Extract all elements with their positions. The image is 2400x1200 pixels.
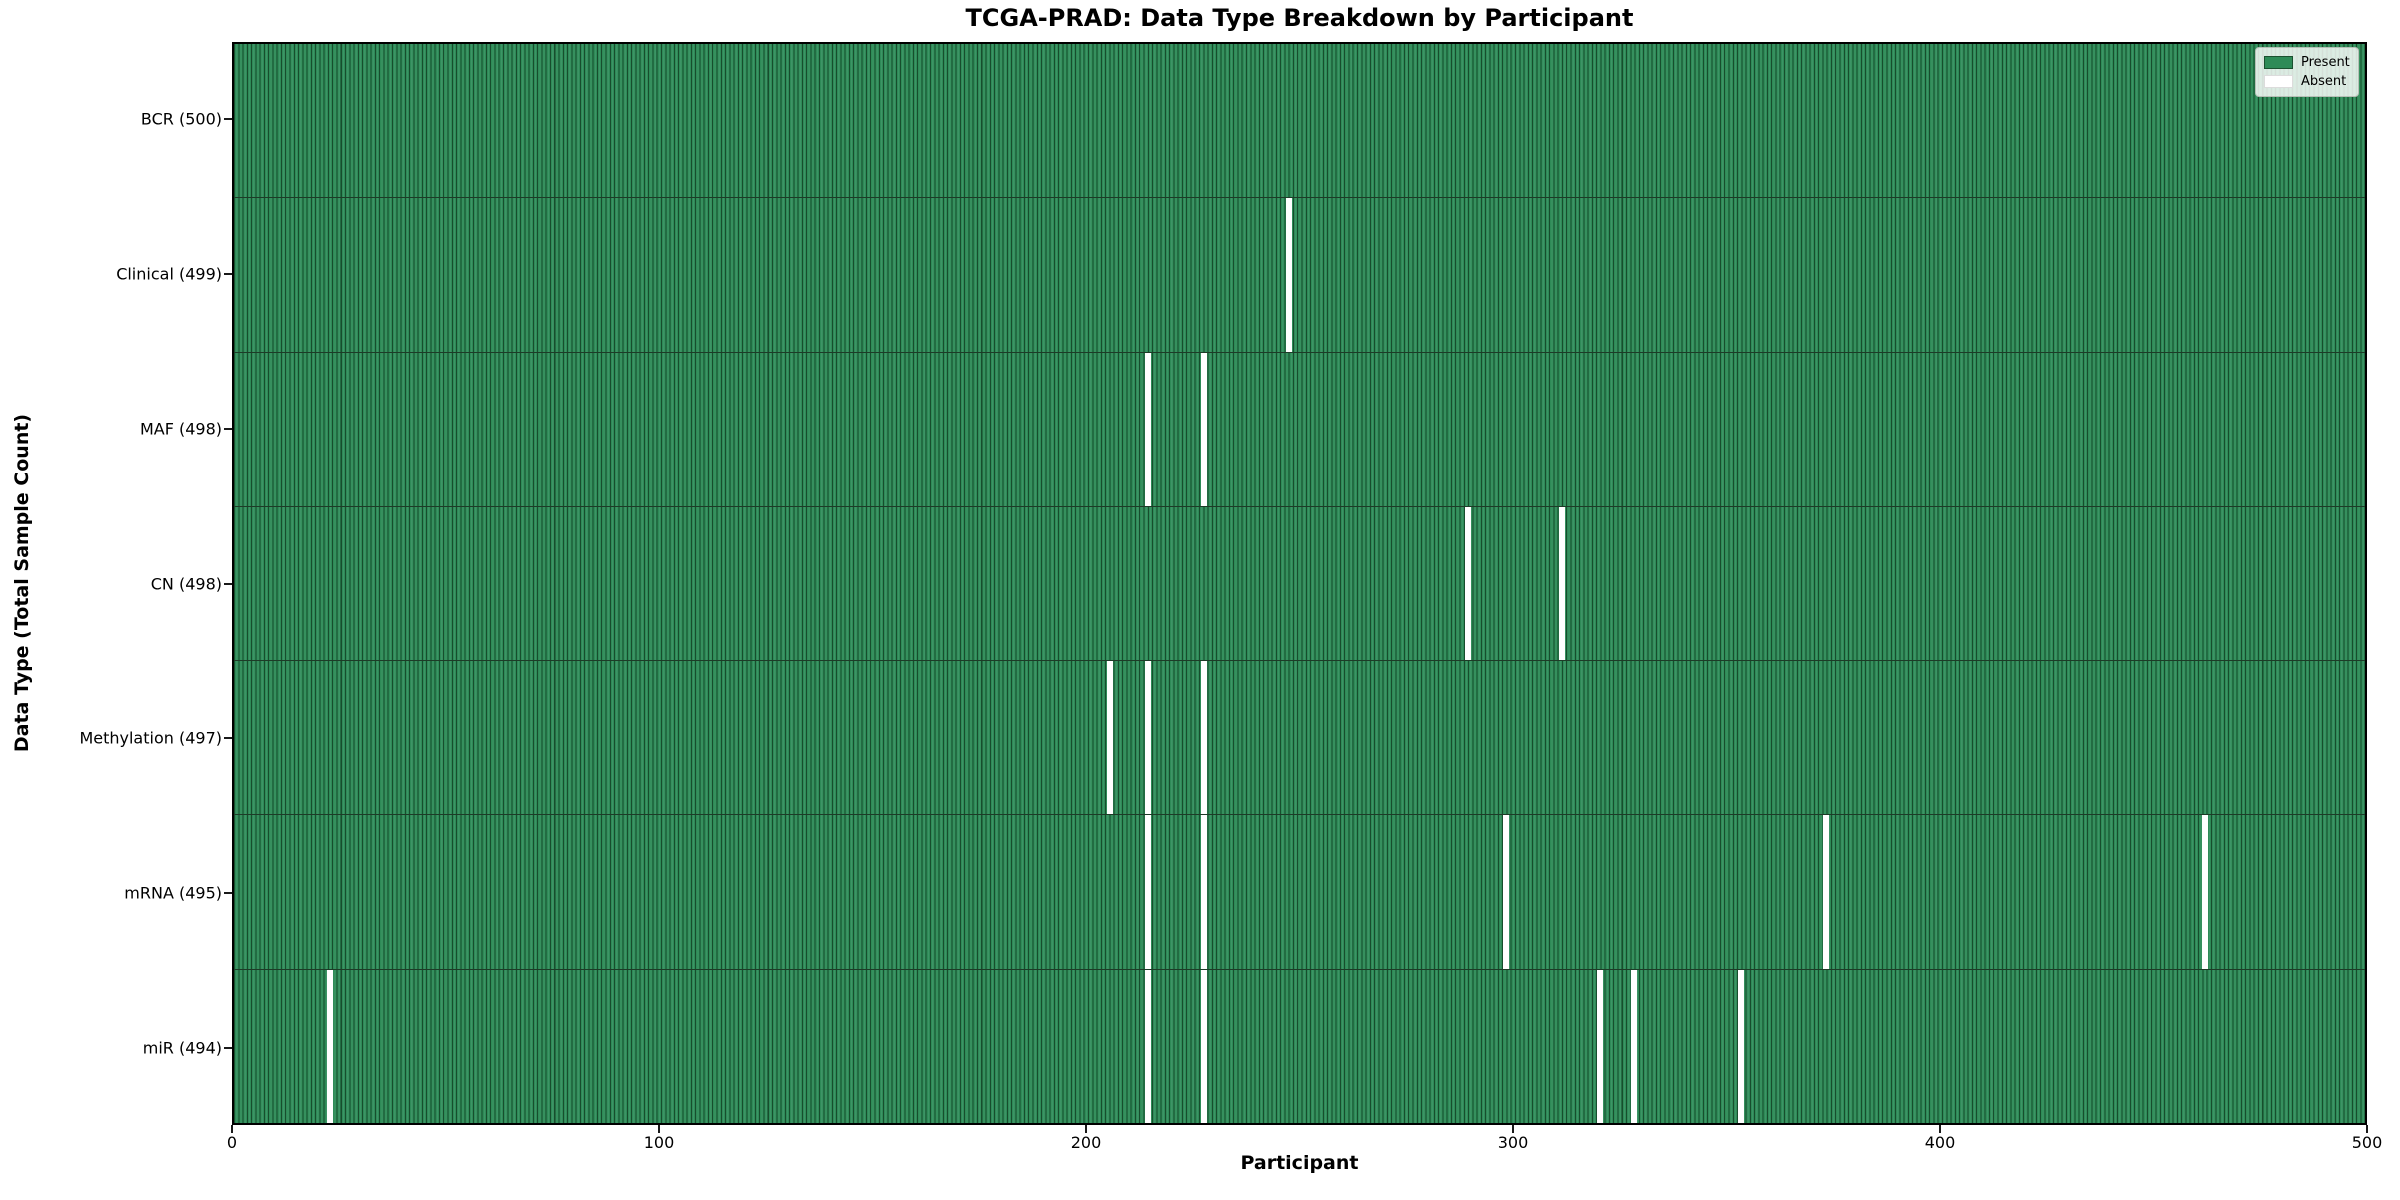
y-tick-label-mir: miR (494): [142, 1038, 222, 1058]
x-tick-mark: [1939, 1125, 1941, 1133]
absent-gap: [1464, 506, 1471, 661]
absent-gap: [1737, 969, 1744, 1123]
y-tick-mark: [224, 273, 232, 276]
legend-entry-present: Present: [2264, 53, 2350, 72]
absent-gap: [1145, 661, 1152, 815]
row-methylation: [234, 661, 2365, 816]
y-tick-mark: [224, 118, 232, 121]
y-tick-label-clinical: Clinical (499): [116, 264, 222, 284]
absent-swatch-icon: [2264, 75, 2293, 88]
plot-area: [232, 42, 2367, 1125]
y-axis-title: Data Type (Total Sample Count): [11, 413, 33, 753]
y-tick-mark: [224, 891, 232, 894]
x-tick-label-200: 200: [1070, 1133, 1102, 1152]
y-tick-label-methylation: Methylation (497): [79, 728, 222, 748]
x-tick-label-400: 400: [1924, 1133, 1956, 1152]
absent-gap: [2202, 815, 2209, 969]
y-tick-mark: [224, 737, 232, 740]
legend-label: Present: [2301, 55, 2350, 70]
row-cn: [234, 506, 2365, 662]
y-tick-mark: [224, 1046, 232, 1049]
legend-label: Absent: [2301, 74, 2347, 89]
y-tick-label-mrna: mRNA (495): [124, 883, 222, 903]
y-tick-label-cn: CN (498): [150, 574, 222, 593]
absent-gap: [1145, 815, 1152, 969]
absent-gap: [1822, 815, 1829, 969]
row-mrna: [234, 815, 2365, 970]
x-axis-title: Participant: [1240, 1152, 1359, 1174]
x-tick-mark: [658, 1125, 660, 1133]
x-tick-label-0: 0: [226, 1133, 238, 1152]
x-tick-mark: [2366, 1125, 2368, 1133]
row-maf: [234, 352, 2365, 507]
y-tick-mark: [224, 582, 232, 585]
y-tick-label-maf: MAF (498): [139, 419, 222, 439]
present-swatch-icon: [2264, 56, 2293, 69]
x-tick-label-300: 300: [1497, 1133, 1529, 1152]
absent-gap: [1200, 815, 1207, 969]
absent-gap: [1106, 661, 1113, 815]
y-tick-mark: [224, 427, 232, 430]
row-mir: [234, 969, 2365, 1123]
x-tick-label-100: 100: [643, 1133, 675, 1152]
chart-title: TCGA-PRAD: Data Type Breakdown by Partic…: [965, 4, 1634, 32]
x-tick-mark: [231, 1125, 233, 1133]
y-tick-label-bcr: BCR (500): [140, 109, 222, 129]
absent-gap: [1200, 969, 1207, 1123]
absent-gap: [1596, 969, 1603, 1123]
legend: Present Absent: [2255, 47, 2359, 97]
absent-gap: [1200, 352, 1207, 506]
legend-entry-absent: Absent: [2264, 72, 2350, 91]
x-tick-mark: [1512, 1125, 1514, 1133]
absent-gap: [1285, 198, 1292, 352]
absent-gap: [326, 969, 333, 1123]
absent-gap: [1558, 506, 1565, 661]
row-clinical: [234, 198, 2365, 353]
x-tick-label-500: 500: [2351, 1133, 2383, 1152]
absent-gap: [1631, 969, 1638, 1123]
absent-gap: [1145, 352, 1152, 506]
absent-gap: [1145, 969, 1152, 1123]
absent-gap: [1200, 661, 1207, 815]
x-tick-mark: [1085, 1125, 1087, 1133]
absent-gap: [1503, 815, 1510, 969]
row-bcr: [234, 44, 2365, 199]
